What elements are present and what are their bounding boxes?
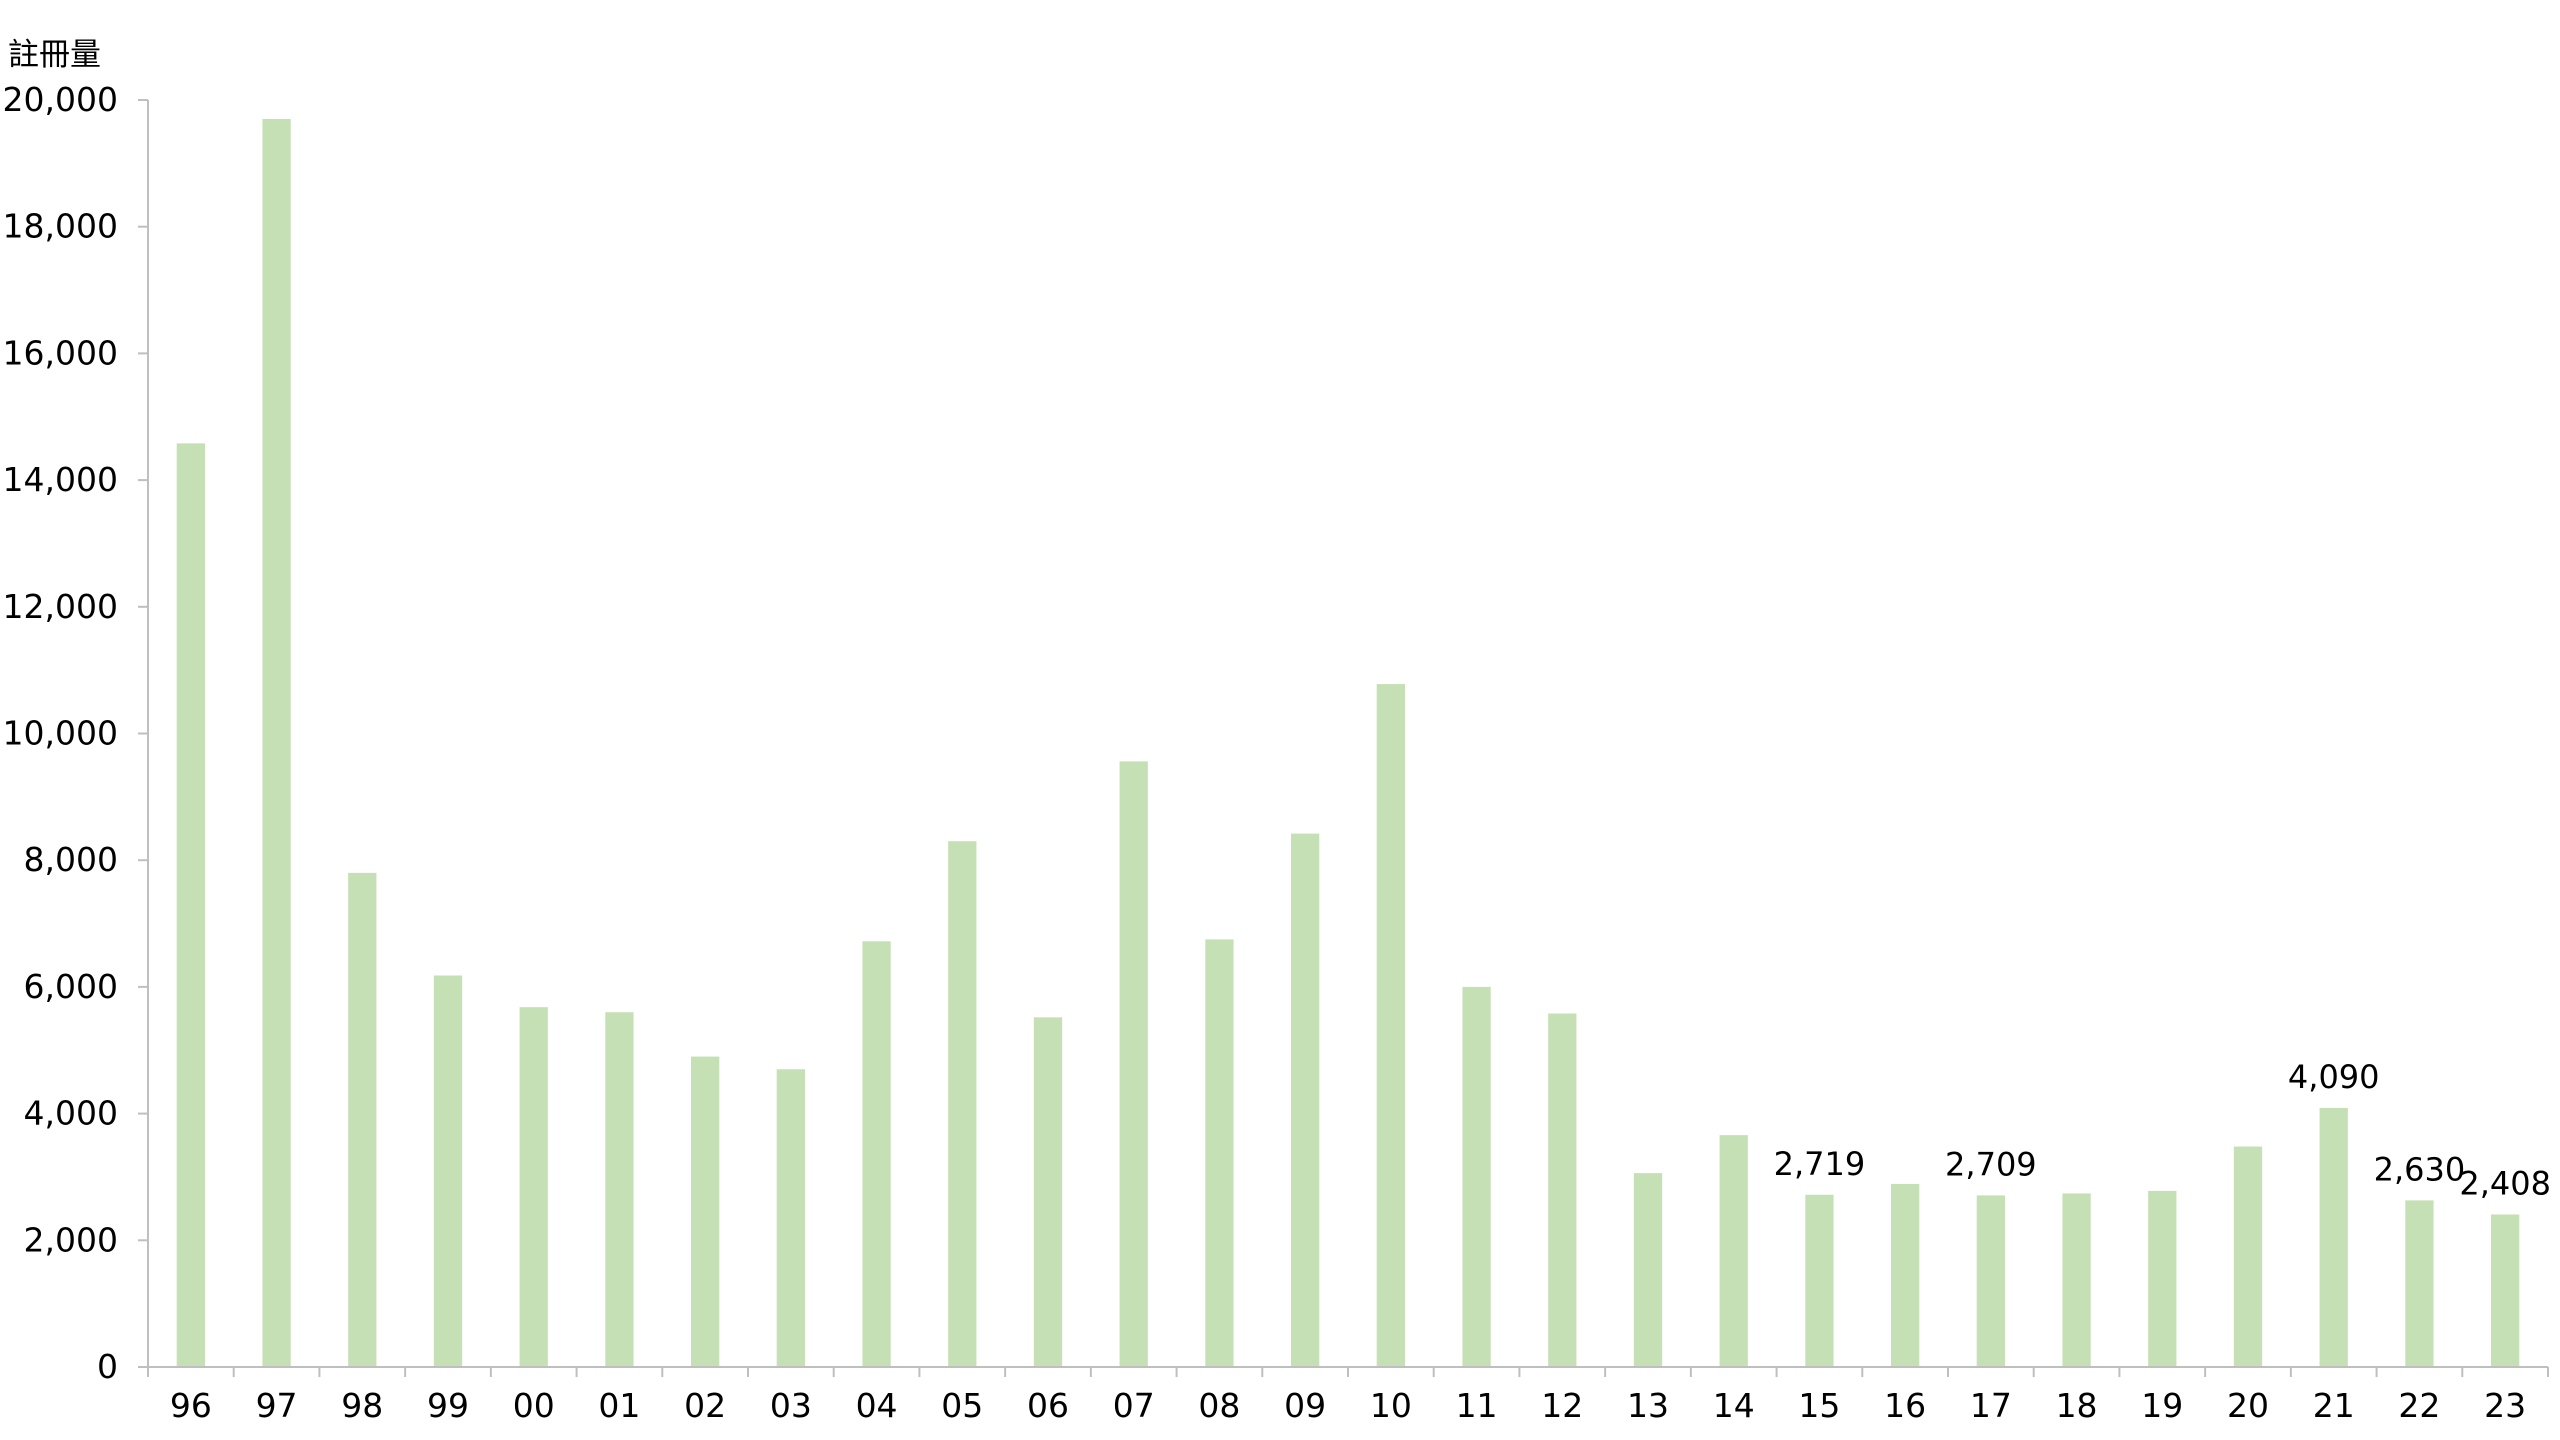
y-tick-label: 4,000	[24, 1094, 118, 1133]
bar	[1205, 939, 1234, 1367]
bar	[1462, 986, 1491, 1367]
x-tick-label: 23	[2484, 1386, 2526, 1425]
bar	[1291, 833, 1320, 1367]
x-tick-label: 06	[1027, 1386, 1069, 1425]
bar	[2405, 1200, 2434, 1367]
bar	[2233, 1146, 2263, 1367]
y-tick-label: 12,000	[3, 587, 118, 626]
bar	[348, 872, 377, 1367]
bar	[1033, 1017, 1063, 1367]
x-tick-label: 18	[2056, 1386, 2098, 1425]
x-tick-label: 08	[1198, 1386, 1240, 1425]
x-tick-label: 12	[1541, 1386, 1583, 1425]
x-tick-label: 17	[1970, 1386, 2012, 1425]
bar	[2148, 1190, 2177, 1367]
y-tick-label: 18,000	[3, 207, 118, 246]
bar	[2062, 1193, 2091, 1367]
x-tick-label: 09	[1284, 1386, 1326, 1425]
bar	[519, 1007, 548, 1367]
bar	[2319, 1107, 2348, 1367]
y-tick-label: 16,000	[3, 333, 118, 372]
y-axis-label: 註冊量	[8, 37, 101, 73]
data-label: 2,630	[2374, 1150, 2466, 1188]
bar	[433, 975, 463, 1367]
bar	[1548, 1013, 1577, 1367]
y-tick-label: 14,000	[3, 460, 118, 499]
x-tick-label: 10	[1370, 1386, 1412, 1425]
y-axis: 0 2,000 4,000 6,000 8,000 10,000 12,000 14,000 1…	[3, 80, 149, 1386]
y-tick-label: 10,000	[3, 714, 118, 753]
y-tick-label: 0	[97, 1347, 118, 1386]
bar	[1376, 684, 1405, 1367]
x-tick-label: 96	[170, 1386, 212, 1425]
bar	[1976, 1195, 2005, 1367]
x-tick-label: 01	[598, 1386, 640, 1425]
bar	[1805, 1194, 1834, 1367]
x-tick-label: 16	[1884, 1386, 1926, 1425]
bar	[1633, 1173, 1663, 1367]
x-tick-label: 99	[427, 1386, 469, 1425]
data-label: 2,719	[1774, 1145, 1866, 1183]
x-tick-label: 21	[2313, 1386, 2355, 1425]
bar	[776, 1069, 805, 1367]
bar	[605, 1012, 634, 1367]
x-tick-label: 98	[341, 1386, 383, 1425]
y-tick-label: 2,000	[24, 1220, 118, 1259]
x-tick-label: 07	[1113, 1386, 1155, 1425]
data-label: 4,090	[2288, 1058, 2380, 1096]
bar	[948, 841, 977, 1367]
bar	[2491, 1214, 2520, 1367]
y-tick-label: 8,000	[24, 840, 118, 879]
x-tick-label: 11	[1456, 1386, 1498, 1425]
x-tick-label: 15	[1798, 1386, 1840, 1425]
y-tick-label: 20,000	[3, 80, 118, 119]
y-tick-label: 6,000	[24, 967, 118, 1006]
x-tick-label: 05	[941, 1386, 983, 1425]
bar	[1891, 1183, 1920, 1367]
x-tick-label: 19	[2141, 1386, 2183, 1425]
x-tick-label: 02	[684, 1386, 726, 1425]
bars	[176, 119, 2520, 1367]
x-tick-label: 03	[770, 1386, 812, 1425]
x-axis: 96 97 98 99 00 01 02 03 04 05 06 07 08 09 10 11 12 13 14 15…	[147, 1366, 2549, 1425]
x-tick-label: 22	[2398, 1386, 2440, 1425]
bar	[176, 443, 205, 1367]
bar	[262, 119, 291, 1367]
x-tick-label: 04	[856, 1386, 898, 1425]
bar	[691, 1056, 720, 1367]
x-tick-label: 20	[2227, 1386, 2269, 1425]
bar	[862, 941, 891, 1367]
data-label: 2,408	[2459, 1164, 2551, 1202]
x-tick-label: 00	[513, 1386, 555, 1425]
bar	[1719, 1135, 1748, 1367]
x-tick-label: 97	[256, 1386, 298, 1425]
data-label: 2,709	[1945, 1145, 2037, 1183]
x-tick-label: 13	[1627, 1386, 1669, 1425]
bar	[1119, 761, 1148, 1367]
x-tick-label: 14	[1713, 1386, 1755, 1425]
